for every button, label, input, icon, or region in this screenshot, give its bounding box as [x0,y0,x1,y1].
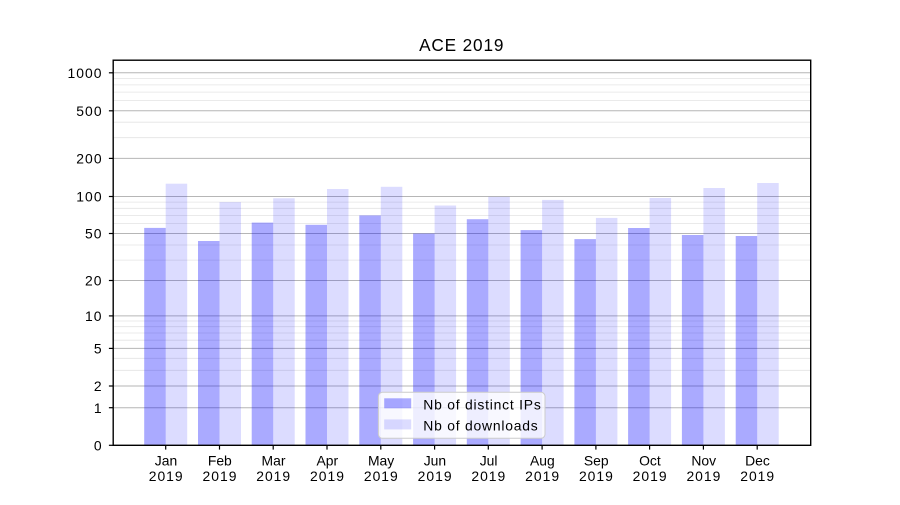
svg-text:Oct: Oct [639,453,661,469]
svg-text:5: 5 [94,341,103,357]
svg-text:2019: 2019 [256,468,291,484]
svg-text:100: 100 [76,189,102,205]
svg-text:2019: 2019 [203,468,238,484]
svg-text:1000: 1000 [67,65,102,81]
svg-text:Nb of downloads: Nb of downloads [423,418,538,434]
svg-text:200: 200 [76,151,102,167]
svg-text:1: 1 [94,400,103,416]
svg-text:0: 0 [94,438,103,454]
svg-text:2019: 2019 [149,468,184,484]
svg-text:2019: 2019 [418,468,453,484]
svg-text:2019: 2019 [740,468,775,484]
svg-text:Nov: Nov [691,453,716,469]
svg-text:2019: 2019 [579,468,614,484]
svg-text:Mar: Mar [262,453,286,469]
svg-text:20: 20 [85,273,103,289]
svg-text:May: May [368,453,394,469]
svg-text:2019: 2019 [525,468,560,484]
svg-text:500: 500 [76,103,102,119]
svg-text:2019: 2019 [471,468,506,484]
svg-text:Apr: Apr [316,453,338,469]
svg-text:Jul: Jul [480,453,498,469]
svg-text:Nb of distinct IPs: Nb of distinct IPs [423,396,541,412]
svg-text:Sep: Sep [584,453,609,469]
svg-text:50: 50 [85,226,103,242]
svg-text:ACE 2019: ACE 2019 [419,35,504,55]
svg-text:Jan: Jan [155,453,177,469]
svg-text:Jun: Jun [424,453,446,469]
svg-text:Aug: Aug [530,453,555,469]
svg-text:2019: 2019 [310,468,345,484]
svg-text:2019: 2019 [633,468,668,484]
svg-text:Dec: Dec [745,453,770,469]
svg-text:2019: 2019 [364,468,399,484]
svg-text:Feb: Feb [208,453,232,469]
svg-text:2019: 2019 [686,468,721,484]
svg-text:10: 10 [85,308,103,324]
svg-text:2: 2 [94,378,103,394]
